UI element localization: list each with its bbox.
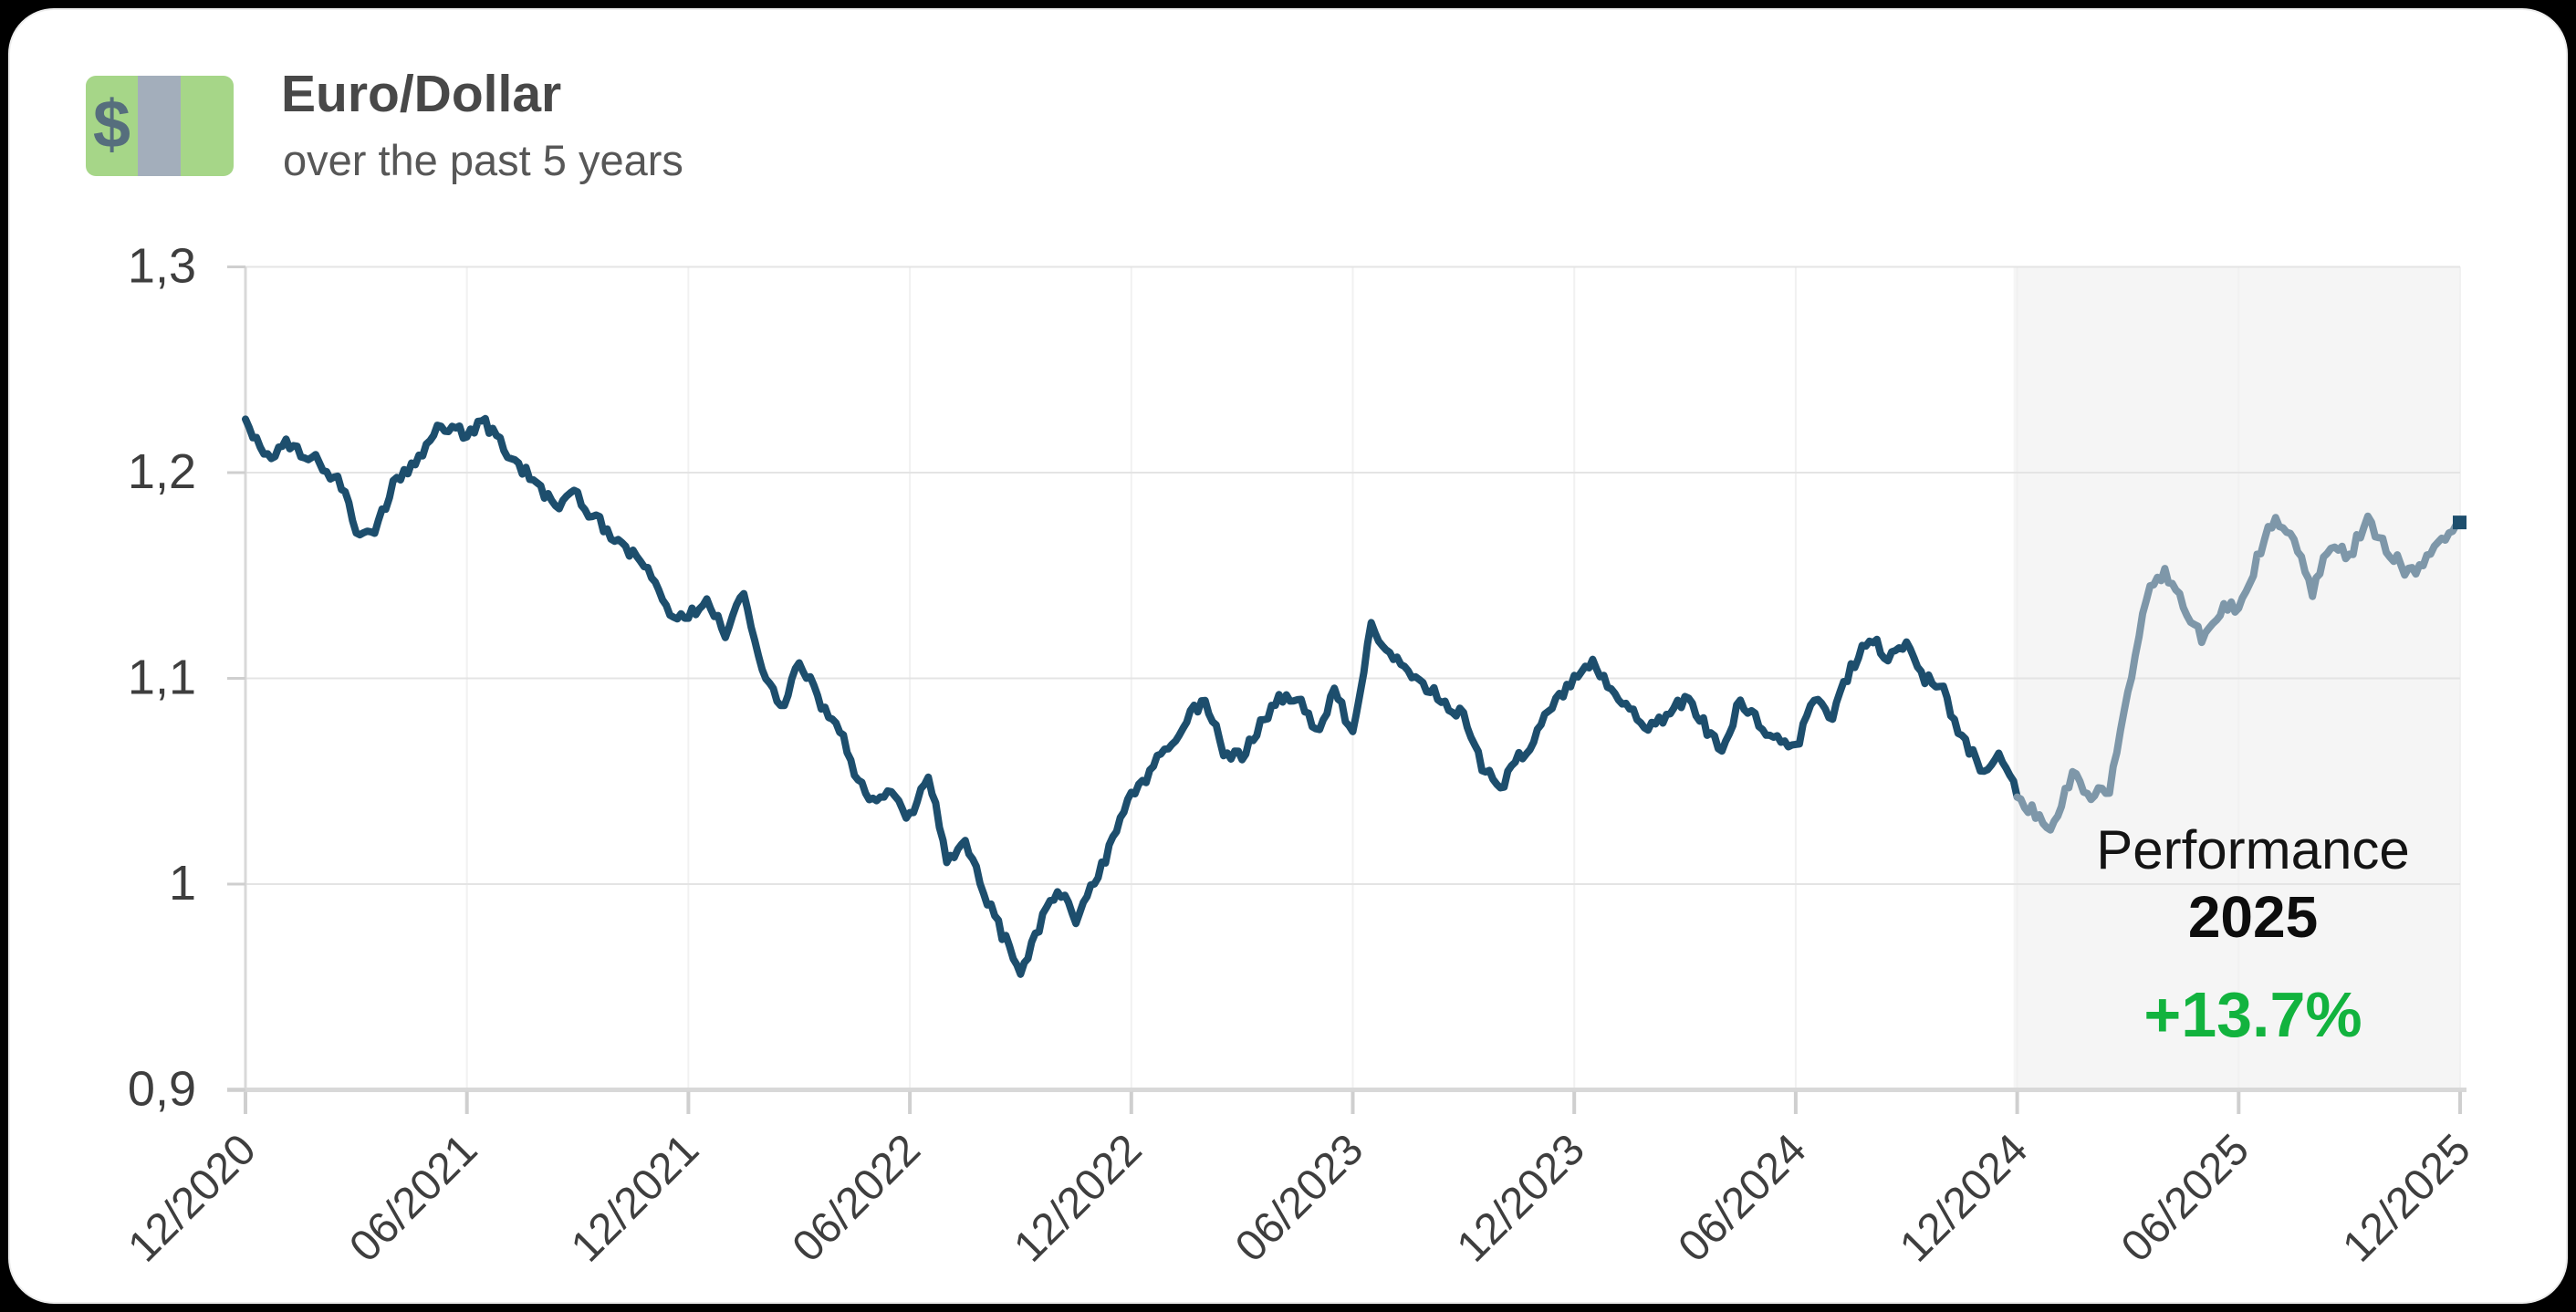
- page-title: Euro/Dollar: [281, 65, 562, 123]
- x-tick-label: 12/2022: [1005, 1125, 1151, 1271]
- x-tick-label: 12/2023: [1448, 1125, 1594, 1271]
- series-end-marker: [2453, 515, 2466, 530]
- x-tick-label: 12/2020: [120, 1125, 266, 1271]
- price-line-2025: [2013, 512, 2464, 834]
- y-tick-label: 1: [169, 856, 196, 911]
- y-tick-label: 1,3: [128, 239, 196, 294]
- banknote-band: [138, 76, 181, 176]
- x-tick-label: 12/2021: [562, 1125, 708, 1271]
- x-tick-label: 06/2023: [1226, 1125, 1372, 1271]
- eurusd-chart-svg: 1,3 1,2 1,1 1 0,9 12/2020 06/2021 12/2021 06/202…: [120, 239, 2480, 1272]
- performance-year: 2025: [2187, 884, 2319, 950]
- y-tick-label: 1,1: [128, 651, 196, 705]
- dollar-sign-glyph: $: [92, 86, 131, 162]
- price-line-historical: [242, 414, 2021, 978]
- performance-label: Performance: [2096, 819, 2410, 880]
- eurusd-chart: 1,3 1,2 1,1 1 0,9 12/2020 06/2021 12/2021 06/202…: [10, 10, 2576, 1312]
- y-tick-label: 1,2: [128, 444, 196, 499]
- performance-value: +13.7%: [2143, 979, 2362, 1050]
- dollar-banknote-icon: $: [86, 76, 234, 176]
- page-subtitle: over the past 5 years: [283, 136, 683, 184]
- x-tick-label: 12/2024: [1891, 1125, 2037, 1271]
- x-tick-label: 06/2024: [1670, 1125, 1816, 1271]
- chart-card: $ Euro/Dollar over the past 5 years 1,3 1…: [8, 8, 2568, 1304]
- x-tick-label: 12/2025: [2334, 1125, 2480, 1271]
- x-tick-label: 06/2021: [340, 1125, 486, 1271]
- x-tick-label: 06/2022: [784, 1125, 930, 1271]
- y-tick-label: 0,9: [128, 1062, 196, 1117]
- x-tick-label: 06/2025: [2112, 1125, 2258, 1271]
